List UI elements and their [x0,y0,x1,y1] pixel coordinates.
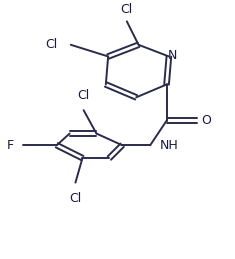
Text: NH: NH [160,139,178,152]
Text: O: O [201,114,211,127]
Text: Cl: Cl [78,89,90,102]
Text: Cl: Cl [46,38,58,51]
Text: Cl: Cl [121,3,133,16]
Text: Cl: Cl [69,192,82,205]
Text: F: F [6,139,14,152]
Text: N: N [168,49,177,62]
